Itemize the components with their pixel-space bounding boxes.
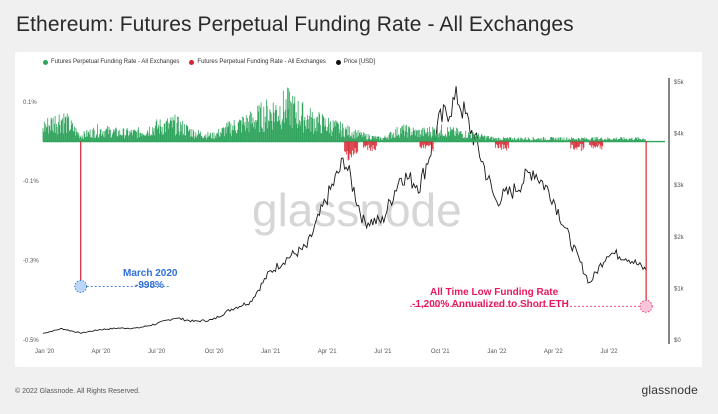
- atl-marker: [639, 299, 653, 313]
- chart-plot: glassnode 0.1%-0.1%-0.3%-0.5% $5k$4k$3k$…: [23, 78, 685, 355]
- watermark: glassnode: [252, 184, 462, 236]
- annotation-atl-value: -1,200% Annualized to Short ETH: [412, 299, 569, 310]
- legend-dot-green: [43, 59, 48, 65]
- legend-dot-black: [335, 59, 341, 65]
- x-axis-tick: Jul '22: [600, 349, 618, 355]
- left-axis: 0.1% -0.1% -0.3% -0.5%: [23, 100, 39, 344]
- left-axis-tick: 0.1%: [23, 100, 37, 106]
- x-axis-tick: Oct '20: [205, 349, 224, 355]
- right-axis-tick: $4k: [674, 132, 685, 138]
- right-axis-tick: $1k: [674, 286, 685, 292]
- annotation-layer: March 2020 -998% All Time Low Funding Ra…: [74, 268, 653, 313]
- left-axis-tick: -0.3%: [23, 259, 39, 265]
- right-axis-tick: $0: [674, 338, 681, 344]
- x-axis-tick: Jan '21: [261, 349, 281, 355]
- chart-card: Futures Perpetual Funding Rate - All Exc…: [15, 52, 702, 367]
- page-title: Ethereum: Futures Perpetual Funding Rate…: [16, 13, 574, 36]
- march-2020-marker: [74, 280, 88, 293]
- right-axis-tick: $5k: [674, 80, 685, 86]
- x-axis-tick: Jan '22: [487, 349, 507, 355]
- x-axis-tick: Apr '20: [92, 349, 111, 355]
- legend-item-funding-positive[interactable]: Futures Perpetual Funding Rate - All Exc…: [43, 59, 179, 65]
- legend-label: Futures Perpetual Funding Rate - All Exc…: [51, 59, 180, 65]
- funding-negative-series: [80, 141, 647, 305]
- x-axis-tick: Jan '20: [35, 349, 55, 355]
- legend-dot-red: [189, 59, 195, 65]
- left-axis-tick: -0.1%: [23, 179, 39, 185]
- price-series: [42, 86, 647, 334]
- annotation-atl-title: All Time Low Funding Rate: [430, 287, 559, 298]
- x-axis-tick: Jul '21: [374, 349, 392, 355]
- legend-label: Futures Perpetual Funding Rate - All Exc…: [197, 59, 326, 65]
- annotation-march-value: -998%: [135, 280, 164, 291]
- x-axis-tick: Oct '21: [431, 349, 450, 355]
- chart-legend: Futures Perpetual Funding Rate - All Exc…: [43, 59, 375, 65]
- legend-label: Price [USD]: [343, 59, 376, 65]
- x-axis-tick: Apr '21: [318, 349, 337, 355]
- legend-item-funding-negative[interactable]: Futures Perpetual Funding Rate - All Exc…: [189, 59, 326, 65]
- right-axis-tick: $3k: [674, 183, 685, 189]
- brand-logo: glassnode: [641, 383, 698, 397]
- right-axis-tick: $2k: [674, 235, 685, 241]
- x-axis-tick: Apr '22: [544, 349, 563, 355]
- annotation-march-title: March 2020: [123, 268, 178, 279]
- legend-item-price[interactable]: Price [USD]: [335, 59, 376, 65]
- price-line: [42, 86, 647, 334]
- x-axis: Jan '20 Apr '20 Jul '20 Oct '20 Jan '21 Apr '…: [35, 349, 618, 355]
- right-axis: $5k $4k $3k $2k $1k $0: [668, 78, 685, 344]
- x-axis-tick: Jul '20: [148, 349, 166, 355]
- copyright-text: © 2022 Glassnode. All Rights Reserved.: [15, 388, 141, 395]
- funding-positive-series: [42, 87, 665, 143]
- left-axis-tick: -0.5%: [23, 338, 39, 344]
